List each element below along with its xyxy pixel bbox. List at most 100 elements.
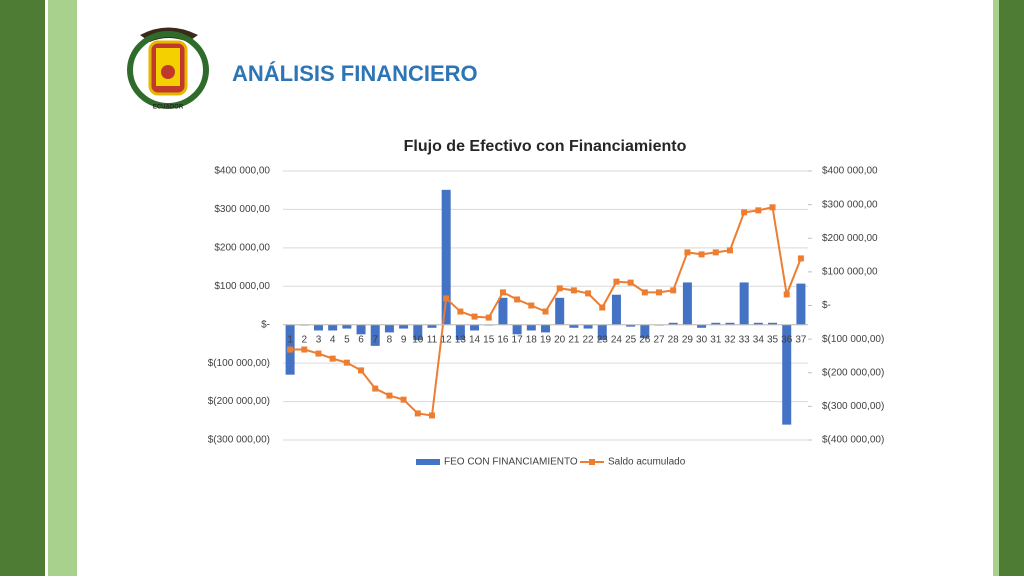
x-tick-label: 3 bbox=[316, 334, 322, 345]
marker bbox=[656, 289, 663, 296]
slide-title: ANÁLISIS FINANCIERO bbox=[232, 61, 478, 86]
bar bbox=[682, 282, 692, 325]
y-tick-label: $- bbox=[261, 319, 270, 330]
x-tick-label: 14 bbox=[469, 334, 481, 345]
logo: ECUADOR bbox=[127, 27, 209, 111]
legend-label: Saldo acumulado bbox=[608, 457, 686, 468]
bar bbox=[753, 322, 763, 325]
x-tick-label: 32 bbox=[724, 334, 736, 345]
marker bbox=[599, 304, 606, 311]
bar bbox=[697, 324, 707, 328]
bar bbox=[384, 324, 394, 333]
bar bbox=[313, 324, 323, 331]
y2-tick-label: $(400 000,00) bbox=[822, 435, 884, 446]
bar bbox=[569, 324, 579, 328]
left-band bbox=[0, 0, 45, 576]
marker bbox=[329, 355, 336, 362]
marker bbox=[641, 289, 648, 296]
x-tick-label: 16 bbox=[497, 334, 509, 345]
legend-swatch bbox=[416, 459, 440, 465]
x-tick-label: 7 bbox=[372, 334, 378, 345]
bar bbox=[640, 324, 650, 339]
bar bbox=[725, 322, 735, 325]
bar bbox=[342, 324, 352, 329]
x-tick-label: 29 bbox=[682, 334, 694, 345]
marker bbox=[684, 249, 691, 256]
marker bbox=[400, 396, 407, 403]
y2-tick-label: $(100 000,00) bbox=[822, 334, 884, 345]
bar bbox=[441, 189, 451, 325]
marker bbox=[570, 287, 577, 294]
y2-tick-label: $100 000,00 bbox=[822, 267, 878, 278]
bar bbox=[597, 324, 607, 341]
x-tick-label: 28 bbox=[668, 334, 680, 345]
x-tick-label: 23 bbox=[597, 334, 609, 345]
bar bbox=[370, 324, 380, 346]
bar bbox=[611, 294, 621, 325]
marker bbox=[755, 207, 762, 214]
y-tick-label: $300 000,00 bbox=[214, 204, 270, 215]
bar bbox=[583, 324, 593, 329]
bar bbox=[328, 324, 338, 331]
x-tick-label: 21 bbox=[568, 334, 580, 345]
marker bbox=[372, 385, 379, 392]
bar bbox=[470, 324, 480, 331]
legend-marker bbox=[589, 459, 595, 465]
marker bbox=[428, 412, 435, 419]
marker bbox=[301, 346, 308, 353]
marker bbox=[627, 279, 634, 286]
marker bbox=[726, 247, 733, 254]
marker bbox=[485, 314, 492, 321]
marker bbox=[712, 249, 719, 256]
x-tick-label: 12 bbox=[441, 334, 453, 345]
y-tick-label: $(100 000,00) bbox=[208, 358, 270, 369]
x-tick-label: 33 bbox=[739, 334, 751, 345]
x-tick-label: 13 bbox=[455, 334, 467, 345]
bar bbox=[356, 324, 366, 335]
chart-title: Flujo de Efectivo con Financiamiento bbox=[404, 138, 687, 155]
y2-tick-label: $(200 000,00) bbox=[822, 367, 884, 378]
marker bbox=[443, 295, 450, 302]
x-tick-label: 15 bbox=[483, 334, 495, 345]
legend-label: FEO CON FINANCIAMIENTO bbox=[444, 457, 578, 468]
left-strip bbox=[48, 0, 77, 576]
bar bbox=[555, 297, 565, 325]
bar bbox=[427, 324, 437, 328]
y2-tick-label: $200 000,00 bbox=[822, 233, 878, 244]
marker bbox=[613, 278, 620, 285]
x-tick-label: 11 bbox=[427, 334, 438, 345]
x-tick-label: 19 bbox=[540, 334, 552, 345]
marker bbox=[542, 308, 549, 315]
x-tick-label: 25 bbox=[625, 334, 637, 345]
bar bbox=[711, 322, 721, 325]
marker bbox=[343, 359, 350, 366]
marker bbox=[556, 285, 563, 292]
x-tick-label: 5 bbox=[344, 334, 350, 345]
marker bbox=[471, 313, 478, 320]
y-tick-label: $(300 000,00) bbox=[208, 435, 270, 446]
x-tick-label: 34 bbox=[753, 334, 765, 345]
x-tick-label: 30 bbox=[696, 334, 708, 345]
x-tick-label: 10 bbox=[412, 334, 424, 345]
marker bbox=[797, 255, 804, 262]
y-tick-label: $(200 000,00) bbox=[208, 396, 270, 407]
bar bbox=[455, 324, 465, 341]
marker bbox=[528, 302, 535, 309]
marker bbox=[499, 289, 506, 296]
marker bbox=[585, 290, 592, 297]
bar bbox=[739, 282, 749, 325]
bar bbox=[498, 297, 508, 325]
logo-text: ECUADOR bbox=[153, 105, 184, 111]
marker bbox=[386, 392, 393, 399]
x-tick-label: 8 bbox=[387, 334, 393, 345]
x-tick-label: 4 bbox=[330, 334, 336, 345]
marker bbox=[315, 350, 322, 357]
bar bbox=[541, 324, 550, 333]
right-band bbox=[999, 0, 1024, 576]
y-tick-label: $400 000,00 bbox=[214, 166, 270, 177]
bar bbox=[399, 324, 409, 329]
bar bbox=[413, 324, 423, 341]
y2-tick-label: $(300 000,00) bbox=[822, 401, 884, 412]
marker bbox=[769, 204, 776, 211]
